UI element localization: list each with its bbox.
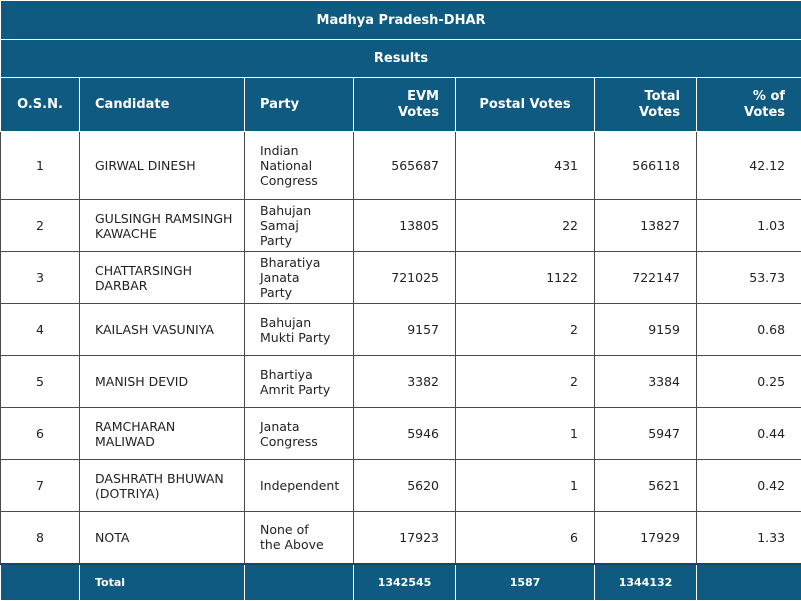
table-title: Madhya Pradesh-DHAR <box>1 1 801 40</box>
cell-candidate: GIRWAL DINESH <box>80 132 245 200</box>
cell-osn: 5 <box>1 356 80 408</box>
cell-percent-votes: 53.73 <box>697 252 801 304</box>
cell-postal-votes: 2 <box>456 356 595 408</box>
cell-evm-votes: 17923 <box>354 512 456 564</box>
total-total-votes: 1344132 <box>595 564 697 601</box>
cell-party: Independent <box>245 460 354 512</box>
cell-candidate: RAMCHARAN MALIWAD <box>80 408 245 460</box>
cell-total-votes: 9159 <box>595 304 697 356</box>
cell-postal-votes: 22 <box>456 200 595 252</box>
cell-percent-votes: 1.33 <box>697 512 801 564</box>
cell-total-votes: 5947 <box>595 408 697 460</box>
cell-total-votes: 13827 <box>595 200 697 252</box>
table-row: 6 RAMCHARAN MALIWAD Janata Congress 5946… <box>1 408 801 460</box>
cell-percent-votes: 0.42 <box>697 460 801 512</box>
cell-candidate: CHATTARSINGH DARBAR <box>80 252 245 304</box>
table-row: 1 GIRWAL DINESH Indian National Congress… <box>1 132 801 200</box>
total-row-blank <box>245 564 354 601</box>
cell-evm-votes: 13805 <box>354 200 456 252</box>
table-subtitle: Results <box>1 40 801 78</box>
table-row: 3 CHATTARSINGH DARBAR Bharatiya Janata P… <box>1 252 801 304</box>
cell-party: Bahujan Mukti Party <box>245 304 354 356</box>
cell-candidate: KAILASH VASUNIYA <box>80 304 245 356</box>
cell-osn: 3 <box>1 252 80 304</box>
cell-candidate: MANISH DEVID <box>80 356 245 408</box>
cell-percent-votes: 0.25 <box>697 356 801 408</box>
cell-percent-votes: 42.12 <box>697 132 801 200</box>
cell-candidate: NOTA <box>80 512 245 564</box>
cell-total-votes: 722147 <box>595 252 697 304</box>
cell-total-votes: 566118 <box>595 132 697 200</box>
cell-osn: 2 <box>1 200 80 252</box>
cell-percent-votes: 0.68 <box>697 304 801 356</box>
table-row: 2 GULSINGH RAMSINGH KAWACHE Bahujan Sama… <box>1 200 801 252</box>
cell-evm-votes: 5620 <box>354 460 456 512</box>
cell-postal-votes: 6 <box>456 512 595 564</box>
cell-evm-votes: 9157 <box>354 304 456 356</box>
cell-evm-votes: 721025 <box>354 252 456 304</box>
cell-osn: 7 <box>1 460 80 512</box>
cell-osn: 6 <box>1 408 80 460</box>
total-evm-votes: 1342545 <box>354 564 456 601</box>
cell-postal-votes: 1122 <box>456 252 595 304</box>
cell-evm-votes: 5946 <box>354 408 456 460</box>
total-row: Total 1342545 1587 1344132 <box>1 564 801 601</box>
header-row: O.S.N. Candidate Party EVM Votes Postal … <box>1 78 801 132</box>
header-postal-votes: Postal Votes <box>456 78 595 132</box>
cell-percent-votes: 1.03 <box>697 200 801 252</box>
table-row: 8 NOTA None of the Above 17923 6 17929 1… <box>1 512 801 564</box>
cell-candidate: DASHRATH BHUWAN (DOTRIYA) <box>80 460 245 512</box>
cell-party: Bhartiya Amrit Party <box>245 356 354 408</box>
header-candidate: Candidate <box>80 78 245 132</box>
cell-postal-votes: 431 <box>456 132 595 200</box>
cell-total-votes: 17929 <box>595 512 697 564</box>
header-evm-votes: EVM Votes <box>354 78 456 132</box>
cell-osn: 8 <box>1 512 80 564</box>
cell-party: Bahujan Samaj Party <box>245 200 354 252</box>
header-osn: O.S.N. <box>1 78 80 132</box>
cell-postal-votes: 2 <box>456 304 595 356</box>
cell-evm-votes: 565687 <box>354 132 456 200</box>
cell-percent-votes: 0.44 <box>697 408 801 460</box>
cell-osn: 1 <box>1 132 80 200</box>
cell-party: Bharatiya Janata Party <box>245 252 354 304</box>
cell-party: None of the Above <box>245 512 354 564</box>
cell-postal-votes: 1 <box>456 460 595 512</box>
header-party: Party <box>245 78 354 132</box>
table-row: 7 DASHRATH BHUWAN (DOTRIYA) Independent … <box>1 460 801 512</box>
table-row: 4 KAILASH VASUNIYA Bahujan Mukti Party 9… <box>1 304 801 356</box>
cell-evm-votes: 3382 <box>354 356 456 408</box>
cell-candidate: GULSINGH RAMSINGH KAWACHE <box>80 200 245 252</box>
cell-total-votes: 3384 <box>595 356 697 408</box>
cell-total-votes: 5621 <box>595 460 697 512</box>
cell-party: Janata Congress <box>245 408 354 460</box>
total-label: Total <box>80 564 245 601</box>
cell-postal-votes: 1 <box>456 408 595 460</box>
cell-party: Indian National Congress <box>245 132 354 200</box>
cell-osn: 4 <box>1 304 80 356</box>
table-row: 5 MANISH DEVID Bhartiya Amrit Party 3382… <box>1 356 801 408</box>
total-row-blank <box>697 564 801 601</box>
total-postal-votes: 1587 <box>456 564 595 601</box>
header-total-votes: Total Votes <box>595 78 697 132</box>
header-percent-votes: % of Votes <box>697 78 801 132</box>
total-row-blank <box>1 564 80 601</box>
